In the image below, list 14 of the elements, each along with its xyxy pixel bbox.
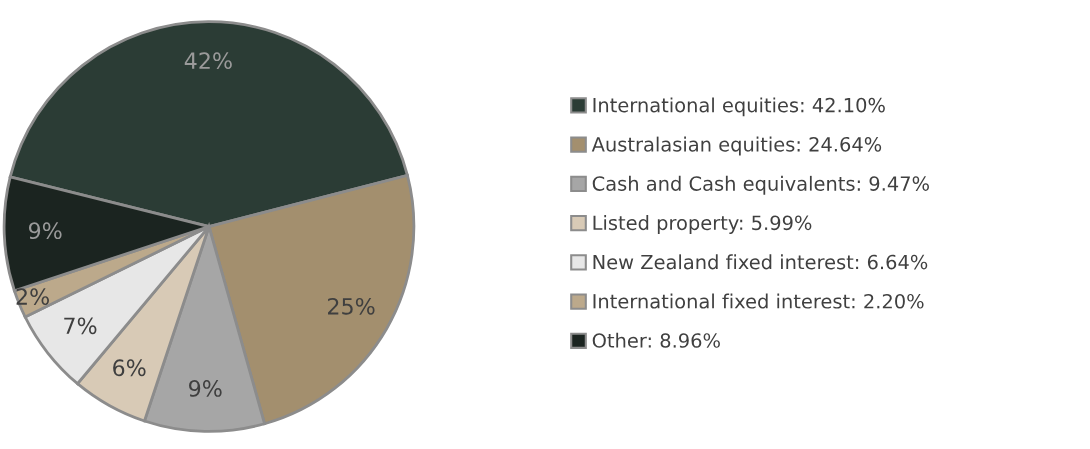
data-label: 42%	[184, 52, 232, 70]
data-label: 9%	[28, 222, 62, 240]
data-label: 7%	[64, 317, 97, 335]
legend-label: Australasian equities: 24.64%	[591, 136, 882, 156]
data-label: 6%	[113, 359, 146, 377]
legend-label: International fixed interest: 2.20%	[593, 293, 924, 309]
data-label: 25%	[328, 297, 375, 315]
legend-label: Other: 8.96%	[592, 332, 720, 348]
legend-label: New Zealand fixed interest: 6.64%	[593, 254, 928, 270]
legend-label: Cash and Cash equivalents: 9.47%	[592, 175, 929, 195]
data-label: 2%	[16, 288, 49, 306]
data-label: 9%	[189, 380, 222, 397]
legend-label: International equities: 42.10%	[593, 97, 885, 117]
legend-label: Listed property: 5.99%	[593, 215, 812, 234]
